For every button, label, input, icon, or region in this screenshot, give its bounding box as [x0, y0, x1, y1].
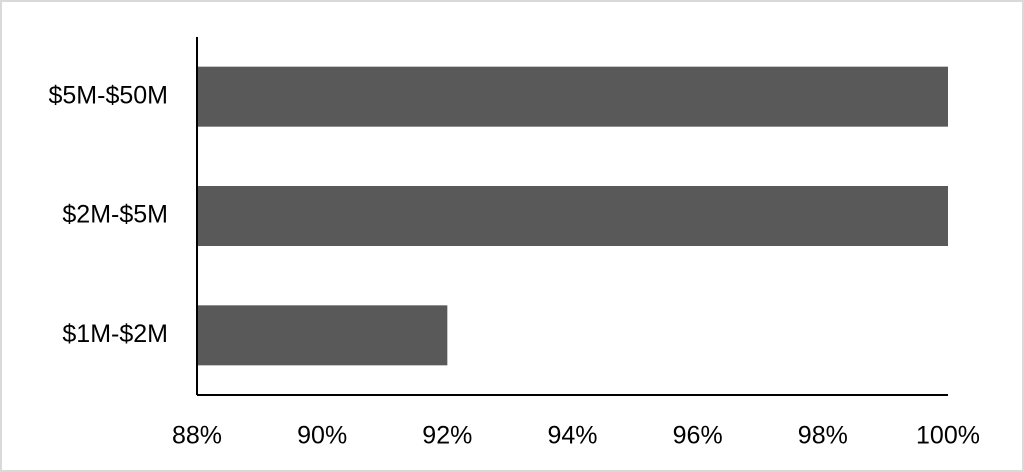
x-tick-label: 88% [172, 422, 222, 450]
x-tick-label: 90% [297, 422, 347, 450]
x-tick-label: 94% [547, 422, 597, 450]
bar [197, 305, 448, 366]
bar [197, 186, 948, 246]
x-tick-label: 100% [916, 422, 980, 450]
y-tick-label: $2M-$5M [62, 201, 168, 229]
bar [197, 66, 948, 127]
x-tick-label: 98% [798, 422, 848, 450]
x-tick-label: 96% [673, 422, 723, 450]
y-tick-label: $5M-$50M [49, 81, 169, 109]
x-tick-label: 92% [422, 422, 472, 450]
y-tick-label: $1M-$2M [62, 320, 168, 348]
